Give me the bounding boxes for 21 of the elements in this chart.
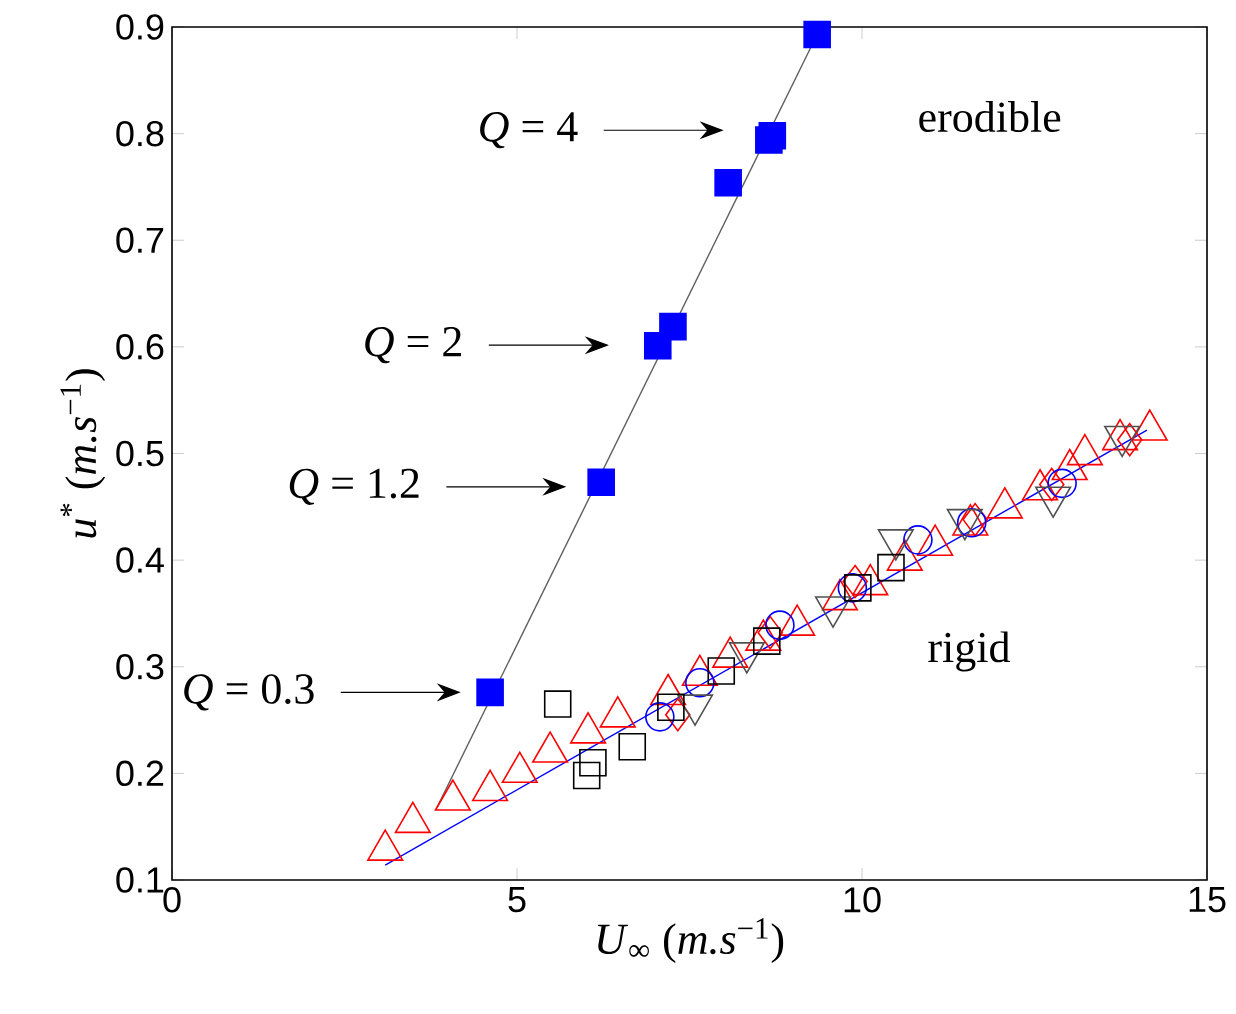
y-tick-label: 0.7	[116, 227, 164, 253]
x-tick-label: 5	[508, 887, 526, 913]
y-axis-title: u$^{*}$ (m.s$^{−1}$)	[60, 369, 106, 538]
x-tick-label: 15	[1189, 887, 1226, 913]
y-tick-label: 0.5	[116, 440, 164, 467]
x-axis-title: U$_{∞}$ (m.s$^{−1}$)	[598, 918, 784, 964]
y-tick-label: 0.1	[116, 867, 164, 893]
annotation: Q = 0.3	[184, 674, 314, 711]
y-tick-label: 0.9	[116, 14, 164, 40]
x-tick-label: 10	[844, 887, 881, 913]
annotation: Q = 4	[480, 112, 578, 149]
annotation: Q = 1.2	[289, 468, 419, 505]
annotation: erodible	[919, 101, 1061, 133]
annotation: Q = 2	[365, 327, 461, 364]
y-tick-label: 0.4	[116, 547, 164, 573]
x-tick-label: 0	[163, 887, 181, 913]
y-tick-label: 0.6	[116, 334, 164, 360]
y-tick-label: 0.2	[116, 760, 164, 787]
annotation: rigid	[928, 631, 1010, 672]
y-tick-label: 0.8	[116, 120, 164, 147]
y-tick-label: 0.3	[116, 653, 164, 680]
